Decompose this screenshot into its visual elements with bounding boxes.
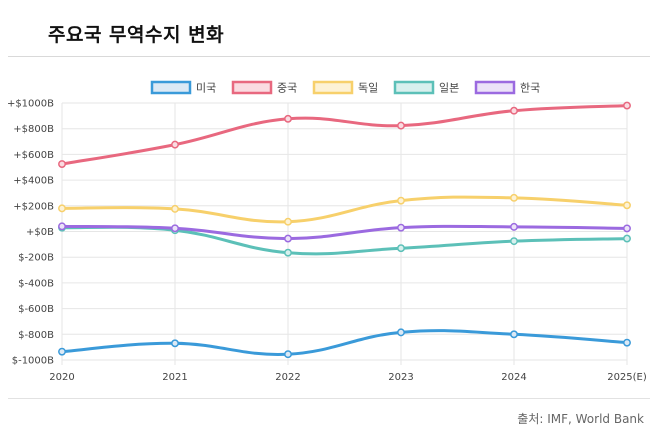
data-point[interactable] (623, 201, 631, 210)
series-line-미국 (60, 329, 629, 356)
series-line-중국 (60, 104, 629, 166)
x-tick-label: 2023 (388, 372, 413, 383)
y-tick-label: $-200B (18, 253, 54, 264)
y-tick-label: +$600B (13, 150, 54, 161)
data-point[interactable] (284, 234, 292, 243)
legend: 미국 중국 독일 일본 한국 (150, 80, 540, 95)
data-point[interactable] (397, 328, 405, 337)
series-line-한국 (60, 224, 629, 241)
legend-swatch[interactable] (150, 80, 192, 95)
data-point[interactable] (284, 350, 292, 359)
footer-divider (8, 398, 650, 399)
legend-swatch[interactable] (474, 80, 516, 95)
legend-label[interactable]: 일본 (439, 81, 459, 95)
data-point[interactable] (510, 222, 518, 231)
data-point[interactable] (623, 224, 631, 233)
legend-label[interactable]: 중국 (277, 82, 297, 95)
x-tick-label: 2021 (162, 372, 187, 383)
y-tick-label: +$200B (13, 201, 54, 212)
series-lines (58, 101, 631, 359)
data-point[interactable] (171, 140, 179, 149)
legend-swatch[interactable] (312, 80, 354, 95)
data-point[interactable] (397, 121, 405, 130)
y-tick-label: +$400B (13, 176, 54, 187)
data-point[interactable] (623, 101, 631, 110)
data-point[interactable] (510, 237, 518, 246)
y-tick-label: +$800B (13, 124, 54, 135)
data-point[interactable] (397, 196, 405, 205)
data-point[interactable] (58, 222, 66, 231)
data-point[interactable] (171, 339, 179, 348)
y-tick-label: $-800B (18, 330, 54, 341)
x-tick-label: 2022 (275, 372, 300, 383)
legend-swatch[interactable] (231, 80, 273, 95)
x-tick-label: 2020 (49, 372, 74, 383)
legend-label[interactable]: 한국 (520, 82, 540, 95)
data-point[interactable] (510, 106, 518, 115)
data-point[interactable] (623, 234, 631, 243)
grid-lines (61, 102, 628, 365)
data-point[interactable] (623, 338, 631, 347)
data-point[interactable] (284, 217, 292, 226)
data-point[interactable] (58, 347, 66, 356)
x-tick-label: 2024 (501, 372, 526, 383)
data-point[interactable] (510, 193, 518, 202)
data-point[interactable] (284, 248, 292, 257)
y-tick-label: $-600B (18, 304, 54, 315)
data-point[interactable] (171, 204, 179, 213)
y-axis-ticks: +$1000B +$800B +$600B +$400B +$200B +$0B $-200… (7, 99, 54, 367)
legend-label[interactable]: 독일 (358, 81, 378, 95)
legend-swatch[interactable] (393, 80, 435, 95)
title-divider (8, 56, 650, 57)
y-tick-label: $-1000B (12, 356, 54, 367)
x-axis-ticks: 2020 2021 2022 2023 2024 2025(E) (49, 372, 647, 383)
source-note: 출처: IMF, World Bank (517, 412, 644, 426)
chart-title: 주요국 무역수지 변화 (48, 24, 225, 46)
data-point[interactable] (397, 223, 405, 232)
y-tick-label: +$1000B (7, 99, 54, 110)
legend-label[interactable]: 미국 (196, 82, 216, 95)
series-line-독일 (60, 195, 629, 224)
data-point[interactable] (58, 160, 66, 168)
x-tick-label: 2025(E) (607, 372, 647, 383)
data-point[interactable] (171, 224, 179, 233)
data-point[interactable] (284, 114, 292, 123)
y-tick-label: +$0B (26, 227, 54, 238)
data-point[interactable] (510, 330, 518, 339)
data-point[interactable] (58, 204, 66, 213)
y-tick-label: $-400B (18, 278, 54, 289)
data-point[interactable] (397, 244, 405, 253)
